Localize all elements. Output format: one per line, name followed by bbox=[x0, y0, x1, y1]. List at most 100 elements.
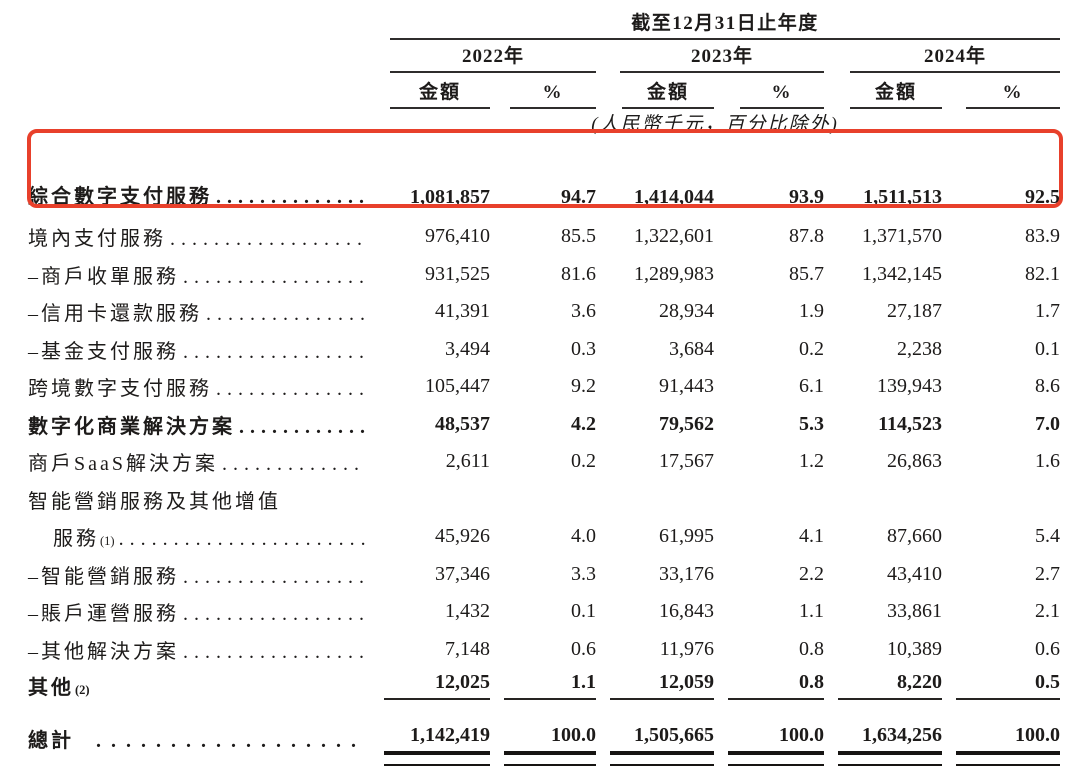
cell-value: 12,059 bbox=[659, 671, 714, 693]
double-underline bbox=[956, 751, 1061, 766]
row-label: 總計 bbox=[28, 730, 74, 752]
table-row: 綜合數字支付服務 1,081,857 94.7 1,414,044 93.9 1,511,… bbox=[28, 138, 1060, 218]
value-cell: 139,943 bbox=[824, 368, 942, 406]
table-row: 總計 1,142,419 100.0 1,505,665 100.0 1,634,256 1… bbox=[28, 711, 1061, 784]
row-label: 服務 bbox=[53, 528, 99, 551]
dot-leader bbox=[183, 566, 366, 589]
value-cell: 27,187 bbox=[824, 293, 942, 331]
cell-value: 2.7 bbox=[1035, 562, 1061, 585]
cell-value: 0.8 bbox=[799, 637, 824, 660]
revenue-breakdown-table: 截至12月31日止年度 2022年 2023年 2024年 金額 % bbox=[28, 8, 1061, 784]
cell-value: 139,943 bbox=[877, 375, 942, 398]
value-cell: 45,926 bbox=[370, 518, 490, 556]
value-cell bbox=[596, 481, 714, 519]
value-cell bbox=[942, 481, 1060, 519]
cell-value: 12,025 bbox=[435, 671, 490, 693]
cell-value: 87,660 bbox=[887, 525, 942, 548]
row-label: –賬戶運營服務 bbox=[28, 603, 179, 626]
cell-value: 2.2 bbox=[799, 562, 824, 585]
row-label-cell: 數字化商業解決方案 bbox=[28, 406, 370, 444]
value-cell: 4.1 bbox=[714, 518, 824, 556]
cell-value: 0.5 bbox=[1035, 671, 1061, 693]
table-header: 截至12月31日止年度 2022年 2023年 2024年 金額 % bbox=[28, 8, 1061, 138]
cell-value: 7.0 bbox=[1035, 412, 1061, 435]
table-row: 智能營銷服務及其他增值 bbox=[28, 481, 1060, 519]
value-cell: 1,511,513 bbox=[824, 138, 942, 218]
value-cell: 87,660 bbox=[824, 518, 942, 556]
value-cell: 1,142,419 bbox=[370, 711, 490, 784]
cell-value: 100.0 bbox=[1015, 724, 1061, 746]
cell-value: 1,322,601 bbox=[634, 225, 714, 248]
dot-leader bbox=[239, 416, 366, 439]
value-cell: 41,391 bbox=[370, 293, 490, 331]
value-cell: 1,322,601 bbox=[596, 218, 714, 256]
row-label-cell: 綜合數字支付服務 bbox=[28, 138, 370, 218]
row-label: –基金支付服務 bbox=[28, 340, 179, 363]
header-cols-row: 金額 % 金額 % 金額 % bbox=[28, 73, 1061, 109]
cell-value: 11,976 bbox=[659, 637, 714, 660]
dot-leader bbox=[96, 730, 366, 753]
column-underline bbox=[504, 698, 596, 700]
cell-value: 931,525 bbox=[425, 262, 490, 285]
header-years-row: 2022年 2023年 2024年 bbox=[28, 40, 1061, 73]
value-cell: 0.3 bbox=[490, 331, 596, 369]
row-label: –信用卡還款服務 bbox=[28, 303, 202, 326]
dot-leader bbox=[183, 341, 366, 364]
value-cell: 100.0 bbox=[490, 711, 596, 784]
row-label-cell: –賬戶運營服務 bbox=[28, 593, 370, 631]
table-row: 商戶SaaS解決方案 2,611 0.2 17,567 1.2 26,863 1.6 bbox=[28, 443, 1060, 481]
value-cell: 26,863 bbox=[824, 443, 942, 481]
value-cell: 17,567 bbox=[596, 443, 714, 481]
value-cell: 2.2 bbox=[714, 556, 824, 594]
value-cell: 2.7 bbox=[942, 556, 1060, 594]
cell-value: 100.0 bbox=[779, 724, 824, 746]
spacer-cell bbox=[28, 40, 370, 73]
cell-value: 85.7 bbox=[789, 262, 824, 285]
cell-value: 1,289,983 bbox=[634, 262, 714, 285]
value-cell: 0.5 bbox=[942, 668, 1061, 711]
dot-leader bbox=[170, 228, 366, 251]
cell-value: 93.9 bbox=[789, 186, 824, 208]
cell-value: 0.3 bbox=[571, 337, 596, 360]
cell-value: 8,220 bbox=[897, 671, 942, 693]
cell-value: 0.2 bbox=[799, 337, 824, 360]
cell-value: 3.3 bbox=[571, 562, 596, 585]
cell-value: 1,505,665 bbox=[634, 724, 714, 746]
row-label-cell: –基金支付服務 bbox=[28, 331, 370, 369]
table-row: –其他解決方案 7,148 0.6 11,976 0.8 10,389 0.6 bbox=[28, 631, 1060, 669]
cell-value: 3.6 bbox=[571, 300, 596, 323]
row-label: –其他解決方案 bbox=[28, 640, 179, 663]
pct-header-2024: % bbox=[942, 73, 1061, 109]
row-label-cell: 智能營銷服務及其他增值 bbox=[28, 481, 370, 519]
amount-header-2023: 金額 bbox=[596, 73, 714, 109]
row-label: 數字化商業解決方案 bbox=[28, 415, 235, 438]
value-cell: 1,081,857 bbox=[370, 138, 490, 218]
dot-leader bbox=[119, 528, 366, 551]
cell-value: 5.3 bbox=[799, 412, 824, 435]
cell-value: 91,443 bbox=[659, 375, 714, 398]
table-row: –信用卡還款服務 41,391 3.6 28,934 1.9 27,187 1.7 bbox=[28, 293, 1060, 331]
cell-value: 16,843 bbox=[659, 600, 714, 623]
value-cell: 11,976 bbox=[596, 631, 714, 669]
value-cell: 12,025 bbox=[370, 668, 490, 711]
value-cell: 33,176 bbox=[596, 556, 714, 594]
value-cell: 1,342,145 bbox=[824, 256, 942, 294]
value-cell: 0.6 bbox=[942, 631, 1060, 669]
cell-value: 0.8 bbox=[799, 671, 824, 693]
value-cell: 33,861 bbox=[824, 593, 942, 631]
table-row: –賬戶運營服務 1,432 0.1 16,843 1.1 33,861 2.1 bbox=[28, 593, 1060, 631]
value-cell: 43,410 bbox=[824, 556, 942, 594]
amount-label: 金額 bbox=[390, 77, 490, 109]
value-cell: 1,505,665 bbox=[596, 711, 714, 784]
dot-leader bbox=[216, 186, 366, 209]
pct-header-2023: % bbox=[714, 73, 824, 109]
row-label-cell: 跨境數字支付服務 bbox=[28, 368, 370, 406]
value-cell: 2,611 bbox=[370, 443, 490, 481]
value-cell: 6.1 bbox=[714, 368, 824, 406]
value-cell: 5.3 bbox=[714, 406, 824, 444]
cell-value: 1,342,145 bbox=[862, 262, 942, 285]
value-cell: 61,995 bbox=[596, 518, 714, 556]
pct-label: % bbox=[966, 82, 1061, 109]
column-underline bbox=[838, 698, 942, 700]
cell-value: 33,861 bbox=[887, 600, 942, 623]
